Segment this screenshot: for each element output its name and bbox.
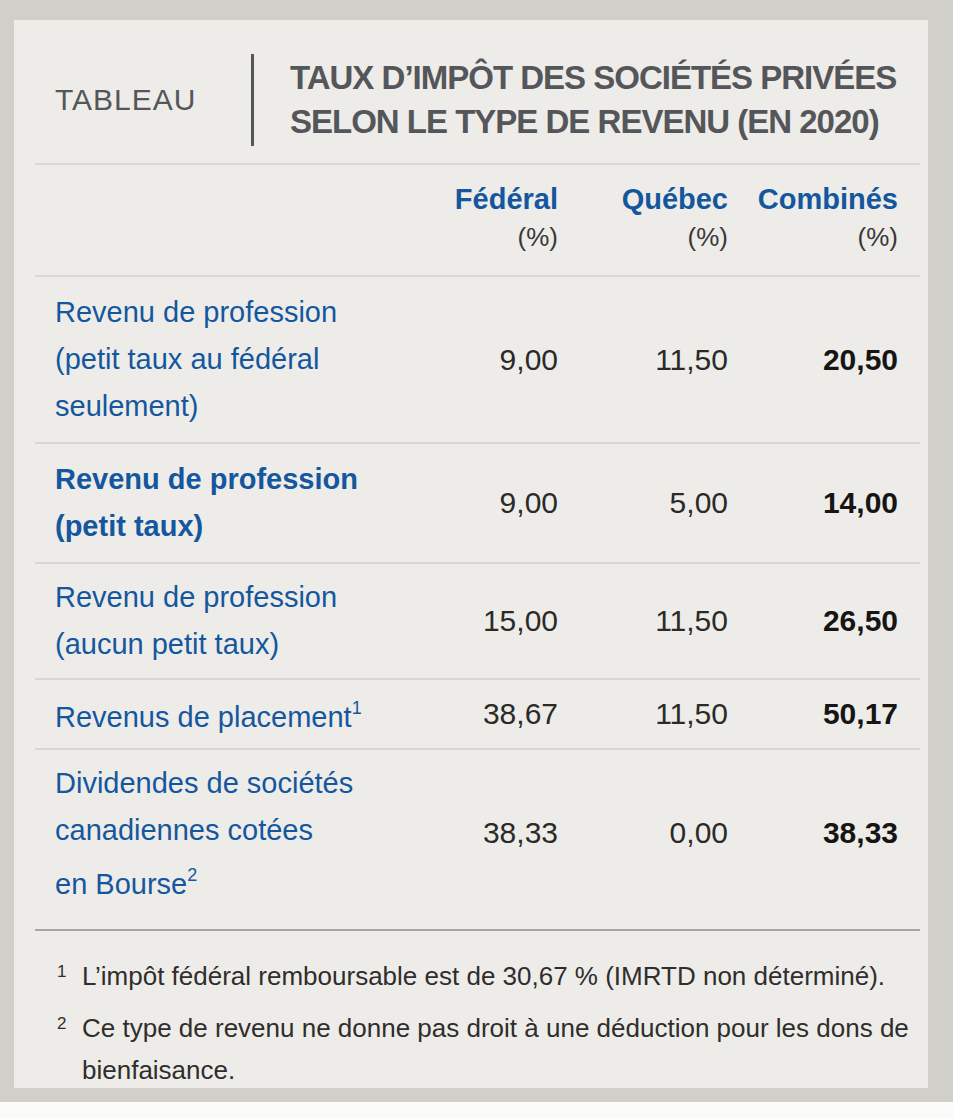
row-label-line: (petit taux au fédéral (55, 336, 410, 383)
row-label-line: Dividendes de sociétés (55, 760, 410, 807)
superscript-marker: 2 (187, 865, 197, 885)
column-header-combines: Combinés(%) (750, 181, 920, 257)
column-unit-percent: (%) (410, 217, 558, 257)
row-label-line: Revenu de profession (55, 574, 410, 621)
row-label: Dividendes de sociétés canadiennes cotées… (35, 760, 410, 908)
superscript-marker: 1 (352, 698, 362, 718)
federal-rate-value: 38,67 (410, 697, 580, 731)
table-row: Revenu de profession (petit taux) 9,005,00… (35, 444, 920, 564)
footnote-text: bienfaisance. (82, 1055, 235, 1085)
column-unit-percent: (%) (750, 217, 898, 257)
row-label-text: Revenu de profession (55, 463, 358, 495)
quebec-rate-value: 11,50 (580, 343, 750, 377)
table-row: Revenus de placement138,6711,5050,17 (35, 680, 920, 750)
tax-rate-table: Fédéral(%)Québec(%)Combinés(%) Revenu de… (35, 163, 920, 917)
quebec-rate-value: 11,50 (580, 604, 750, 638)
footnote-text: L’impôt fédéral remboursable est de 30,6… (82, 961, 885, 991)
column-header-quebec: Québec(%) (580, 181, 750, 257)
table-title: TAUX D’IMPÔT DES SOCIÉTÉS PRIVÉES SELON … (290, 54, 896, 146)
table-body: Revenu de profession (petit taux au fédér… (35, 277, 920, 917)
row-label-text: Dividendes de sociétés (55, 767, 353, 799)
row-label-text: Revenu de profession (55, 581, 337, 613)
table-row: Revenu de profession (aucun petit taux) 15… (35, 564, 920, 680)
row-label-text: (petit taux au fédéral (55, 343, 319, 375)
row-label-line: en Bourse2 (55, 854, 410, 908)
header-divider (251, 54, 254, 146)
row-label-line: canadiennes cotées (55, 807, 410, 854)
row-label-line: (aucun petit taux) (55, 621, 410, 668)
footnote: 1L’impôt fédéral remboursable est de 30,… (55, 955, 910, 997)
federal-rate-value: 15,00 (410, 604, 580, 638)
footnote-marker: 2 (57, 1003, 66, 1045)
federal-rate-value: 9,00 (410, 343, 580, 377)
row-label: Revenu de profession (aucun petit taux) (35, 574, 410, 668)
row-label: Revenu de profession (petit taux au fédér… (35, 289, 410, 430)
column-label: Fédéral (410, 181, 558, 217)
footnotes-section: 1 L’impôt fédéral remboursable est de 30,… (35, 929, 920, 1088)
footnote-text: Ce type de revenu ne donne pas droit à u… (82, 1013, 909, 1043)
title-line-2: SELON LE TYPE DE REVENU (EN 2020) (290, 100, 896, 144)
row-label-text: seulement) (55, 390, 198, 422)
footnote: 2Ce type de revenu ne donne pas droit à … (55, 1007, 910, 1088)
row-label-text: en Bourse (55, 867, 187, 899)
table-kicker-label: TABLEAU (55, 54, 251, 146)
row-label-line: Revenu de profession (55, 456, 410, 503)
table-card: TABLEAU TAUX D’IMPÔT DES SOCIÉTÉS PRIVÉE… (14, 20, 928, 1088)
row-label: Revenus de placement1 (35, 687, 410, 741)
combined-rate-value: 26,50 (750, 604, 920, 638)
row-label-line: seulement) (55, 383, 410, 430)
column-unit-percent: (%) (580, 217, 728, 257)
column-header-row: Fédéral(%)Québec(%)Combinés(%) (35, 163, 920, 277)
title-line-1: TAUX D’IMPÔT DES SOCIÉTÉS PRIVÉES (290, 56, 896, 100)
column-label: Combinés (750, 181, 898, 217)
combined-rate-value: 20,50 (750, 343, 920, 377)
row-label-line: (petit taux) (55, 503, 410, 550)
card-header: TABLEAU TAUX D’IMPÔT DES SOCIÉTÉS PRIVÉE… (55, 54, 903, 146)
table-row: Dividendes de sociétés canadiennes cotées… (35, 750, 920, 918)
row-label-text: (aucun petit taux) (55, 628, 279, 660)
quebec-rate-value: 11,50 (580, 697, 750, 731)
column-label: Québec (580, 181, 728, 217)
row-label-text: canadiennes cotées (55, 814, 313, 846)
table-row: Revenu de profession (petit taux au fédér… (35, 277, 920, 444)
row-label-text: Revenu de profession (55, 296, 337, 328)
quebec-rate-value: 5,00 (580, 486, 750, 520)
page-background: TABLEAU TAUX D’IMPÔT DES SOCIÉTÉS PRIVÉE… (0, 0, 953, 1119)
row-label-text: (petit taux) (55, 510, 203, 542)
federal-rate-value: 9,00 (410, 486, 580, 520)
column-header-federal: Fédéral(%) (410, 181, 580, 257)
row-label: Revenu de profession (petit taux) (35, 456, 410, 550)
row-label-line: Revenus de placement1 (55, 687, 410, 741)
combined-rate-value: 14,00 (750, 486, 920, 520)
federal-rate-value: 38,33 (410, 816, 580, 850)
row-label-line: Revenu de profession (55, 289, 410, 336)
combined-rate-value: 50,17 (750, 697, 920, 731)
combined-rate-value: 38,33 (750, 816, 920, 850)
row-label-text: Revenus de placement (55, 701, 352, 733)
quebec-rate-value: 0,00 (580, 816, 750, 850)
footnote-marker: 1 (57, 951, 66, 993)
